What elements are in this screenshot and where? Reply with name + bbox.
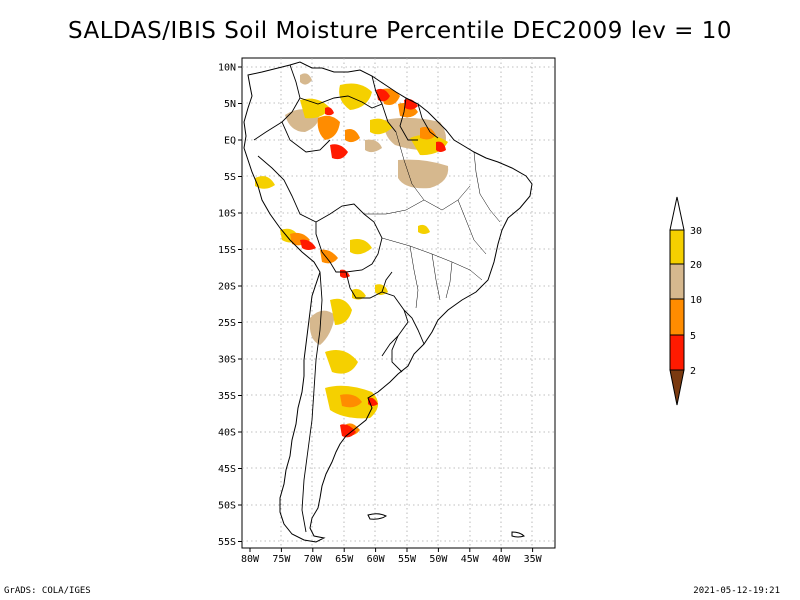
grads-credit: GrADS: COLA/IGES xyxy=(4,586,91,596)
lat-tick-label: 40S xyxy=(218,428,236,439)
lon-tick-label: 50W xyxy=(429,554,448,565)
colorbar-10-20 xyxy=(669,263,685,300)
lat-tick-label: 50S xyxy=(218,501,236,512)
lat-tick-label: 45S xyxy=(218,464,236,475)
lat-tick-label: 5N xyxy=(224,99,236,110)
timestamp: 2021-05-12-19:21 xyxy=(693,586,780,596)
lat-tick-label: 25S xyxy=(218,318,236,329)
colorbar-2-5 xyxy=(669,334,685,371)
map-title: SALDAS/IBIS Soil Moisture Percentile DEC… xyxy=(67,18,733,44)
colorbar-below-2 xyxy=(669,369,685,406)
legend-label: 30 xyxy=(690,226,702,237)
lat-tick-label: 20S xyxy=(218,282,236,293)
colorbar-5-10 xyxy=(669,298,685,336)
lat-tick-label: 10S xyxy=(218,209,236,220)
colorbar-above-30 xyxy=(669,196,685,231)
country-borders xyxy=(253,64,439,533)
lon-tick-label: 70W xyxy=(304,554,323,565)
lon-tick-label: 35W xyxy=(524,554,543,565)
lat-tick-label: 30S xyxy=(218,355,236,366)
colorbar-20-30 xyxy=(669,229,685,265)
lat-tick-label: 55S xyxy=(218,537,236,548)
legend-label: 20 xyxy=(690,260,702,271)
lon-tick-label: 65W xyxy=(335,554,354,565)
lat-tick-label: 5S xyxy=(224,172,236,183)
legend-label: 10 xyxy=(690,295,702,306)
lon-tick-label: 55W xyxy=(398,554,417,565)
legend-label: 2 xyxy=(690,366,696,377)
legend-label: 5 xyxy=(690,331,696,342)
lat-tick-label: 15S xyxy=(218,245,236,256)
lon-tick-label: 60W xyxy=(367,554,386,565)
state-borders xyxy=(364,131,501,309)
lat-tick-label: 10N xyxy=(218,63,236,74)
lon-tick-label: 75W xyxy=(272,554,291,565)
lon-tick-label: 40W xyxy=(492,554,511,565)
lat-tick-label: 35S xyxy=(218,391,236,402)
lon-tick-label: 45W xyxy=(461,554,480,565)
lon-tick-label: 80W xyxy=(241,554,260,565)
lat-tick-label: EQ xyxy=(224,136,236,147)
colorbar-legend: 30 20 10 5 2 xyxy=(669,196,702,406)
